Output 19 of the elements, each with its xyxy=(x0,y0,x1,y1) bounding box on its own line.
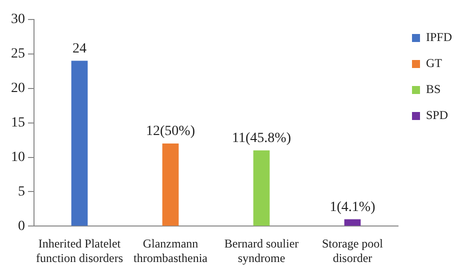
legend-label: BS xyxy=(426,82,441,96)
legend-label: SPD xyxy=(426,108,448,122)
data-label: 12(50%) xyxy=(146,124,196,140)
x-tick-label: Bernard soulier syndrome xyxy=(224,236,299,265)
legend-label: GT xyxy=(426,56,443,70)
y-tick-label: 30 xyxy=(11,12,25,28)
legend-label: IPFD xyxy=(426,30,452,44)
y-tick-label: 15 xyxy=(11,115,25,130)
data-label: 24 xyxy=(72,41,86,56)
x-tick-label: Storage pool disorder xyxy=(322,236,384,265)
data-label: 11(45.8%) xyxy=(232,131,292,146)
y-tick-label: 5 xyxy=(18,184,25,200)
y-tick-label: 20 xyxy=(11,81,25,96)
y-tick-label: 25 xyxy=(11,46,25,62)
y-tick-label: 10 xyxy=(11,150,25,165)
y-tick-label: 0 xyxy=(18,218,25,234)
x-tick-label: Inherited Platelet function disorders xyxy=(36,236,124,265)
x-tick-label: Glanzmann thrombasthenia xyxy=(134,236,208,265)
data-label: 1(4.1%) xyxy=(330,200,376,215)
